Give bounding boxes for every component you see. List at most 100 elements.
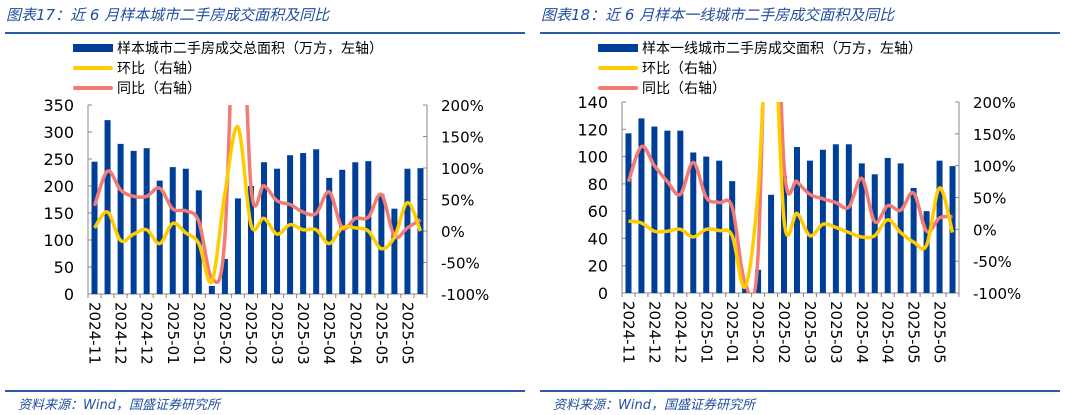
x-tick-label: 2025-01 — [164, 302, 182, 365]
left-tick-label: 200 — [43, 177, 74, 196]
chart-plot: 0 50 100 150 200 250 300 350 -100% -50% 0% 50% 100% 1… — [43, 96, 489, 365]
x-tick-label: 2024-12 — [645, 301, 663, 364]
x-tick-label: 2025-05 — [905, 301, 923, 364]
bar — [234, 198, 241, 294]
right-tick-label: 200% — [973, 94, 1016, 112]
bar — [638, 118, 645, 293]
bar — [703, 156, 710, 293]
bar — [832, 144, 839, 293]
left-tick-label: 100 — [577, 148, 608, 167]
legend-label: 样本一线城市二手房成交面积（万方，左轴） — [642, 41, 922, 57]
bar — [858, 163, 865, 293]
left-tick-label: 0 — [64, 285, 74, 304]
right-tick-label: 50% — [441, 192, 474, 210]
bar — [806, 160, 813, 293]
divider — [5, 390, 525, 392]
left-tick-label: 20 — [588, 257, 608, 276]
legend: 样本一线城市二手房成交面积（万方，左轴） 环比（右轴） 同比（右轴） — [598, 38, 922, 98]
x-tick-label: 2024-11 — [86, 302, 104, 365]
x-tick-label: 2025-02 — [216, 302, 234, 365]
x-tick-label: 2025-04 — [853, 301, 871, 364]
bar — [378, 194, 385, 294]
left-tick-label: 140 — [577, 93, 608, 112]
mom-line — [628, 102, 955, 289]
line-swatch — [598, 66, 638, 70]
x-tick-label: 2024-12 — [138, 302, 156, 365]
x-tick-label: 2025-05 — [931, 301, 949, 364]
left-tick-label: 40 — [588, 229, 608, 248]
left-tick-label: 350 — [43, 96, 74, 115]
bar — [845, 144, 852, 293]
legend-item-yoy: 同比（右轴） — [598, 78, 922, 98]
bar — [793, 147, 800, 293]
legend-item-bars: 样本城市二手房成交总面积（万方，左轴） — [73, 38, 383, 58]
bar — [274, 168, 281, 294]
x-tick-label: 2025-05 — [372, 302, 390, 365]
bar — [625, 133, 632, 293]
right-tick-label: -50% — [441, 255, 480, 273]
x-tick-label: 2025-04 — [346, 302, 364, 365]
right-tick-label: 50% — [973, 190, 1006, 208]
divider — [5, 32, 525, 34]
chart-title: 图表17：近 6 月样本城市二手房成交面积及同比 — [6, 6, 330, 24]
bar — [755, 269, 762, 293]
bar — [884, 157, 891, 293]
legend-item-bars: 样本一线城市二手房成交面积（万方，左轴） — [598, 38, 922, 58]
x-tick-label: 2025-03 — [801, 301, 819, 364]
bar — [339, 169, 346, 294]
left-tick-label: 60 — [588, 202, 608, 221]
x-tick-label: 2024-11 — [619, 301, 637, 364]
x-tick-label: 2025-04 — [320, 302, 338, 365]
x-tick-label: 2025-04 — [879, 301, 897, 364]
mom-line — [93, 125, 423, 285]
legend-label: 环比（右轴） — [117, 61, 201, 77]
bar — [300, 153, 307, 294]
left-tick-label: 0 — [598, 284, 608, 303]
bar — [208, 285, 215, 294]
bar — [677, 130, 684, 293]
divider — [540, 32, 1060, 34]
x-tick-label: 2025-02 — [775, 301, 793, 364]
bar — [897, 163, 904, 293]
bar — [781, 175, 788, 293]
legend-item-mom: 环比（右轴） — [73, 58, 383, 78]
left-tick-label: 150 — [43, 204, 74, 223]
x-tick-label: 2025-03 — [294, 302, 312, 365]
bar — [261, 162, 268, 294]
line-swatch — [598, 86, 638, 90]
chart-title: 图表18：近 6 月样本一线城市二手房成交面积及同比 — [541, 6, 895, 24]
x-tick-label: 2025-02 — [749, 301, 767, 364]
right-tick-label: 100% — [441, 160, 484, 178]
yoy-line — [92, 105, 422, 285]
left-tick-label: 50 — [54, 258, 74, 277]
bar — [391, 208, 398, 294]
legend: 样本城市二手房成交总面积（万方，左轴） 环比（右轴） 同比（右轴） — [73, 38, 383, 98]
left-tick-label: 300 — [43, 123, 74, 142]
bar — [313, 149, 320, 294]
source-note: 资料来源：Wind，国盛证券研究所 — [18, 398, 220, 413]
chart-panel-18: 图表18：近 6 月样本一线城市二手房成交面积及同比 样本一线城市二手房成交面积… — [535, 0, 1065, 415]
right-tick-label: 0% — [441, 223, 465, 241]
bar — [819, 149, 826, 293]
legend-label: 环比（右轴） — [642, 61, 726, 77]
right-tick-label: -50% — [973, 253, 1012, 271]
x-tick-label: 2025-01 — [697, 301, 715, 364]
bar — [404, 168, 411, 294]
left-tick-label: 80 — [588, 175, 608, 194]
chart-panel-17: 图表17：近 6 月样本城市二手房成交面积及同比 样本城市二手房成交总面积（万方… — [0, 0, 530, 415]
right-tick-label: 0% — [973, 221, 997, 239]
bar — [156, 180, 163, 294]
bar — [664, 130, 671, 293]
bar — [923, 211, 930, 293]
bar — [326, 177, 333, 294]
bar-swatch — [73, 44, 113, 52]
bar — [130, 150, 137, 294]
bar — [247, 186, 254, 294]
bar — [690, 152, 697, 293]
source-note: 资料来源：Wind，国盛证券研究所 — [553, 398, 755, 413]
right-tick-label: 150% — [441, 129, 484, 147]
bar — [716, 160, 723, 293]
bar — [365, 161, 372, 294]
bar-swatch — [598, 44, 638, 52]
chart-plot: 0 20 40 60 80 100 120 140 -100% -50% 0% 50% 100% 150%… — [577, 93, 1021, 364]
